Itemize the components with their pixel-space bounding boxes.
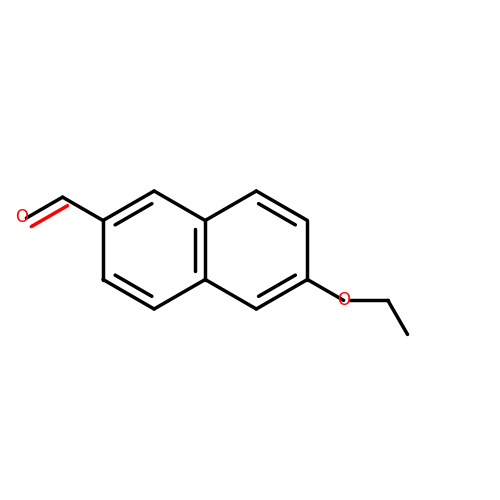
Text: O: O [337, 292, 350, 310]
Text: O: O [15, 208, 28, 226]
